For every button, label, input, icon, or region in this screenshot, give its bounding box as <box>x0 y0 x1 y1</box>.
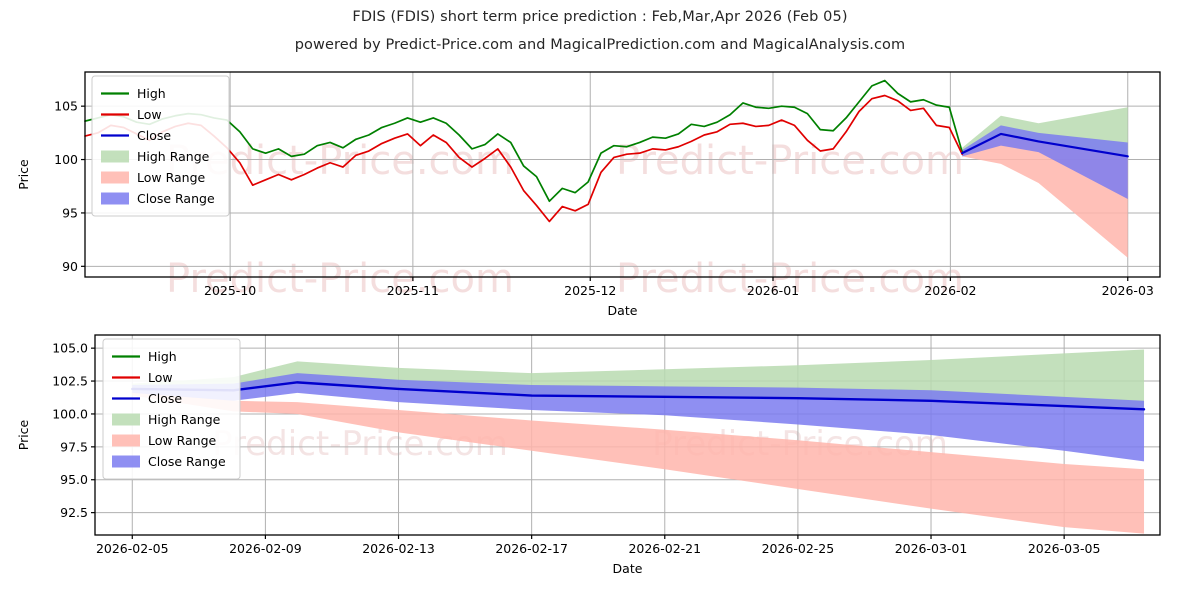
close-line <box>961 132 1129 158</box>
y-tick-label: 97.5 <box>60 439 88 454</box>
x-tick-label: 2025-11 <box>387 283 439 298</box>
legend-item-label: High Range <box>137 149 210 164</box>
close-line <box>131 381 1146 411</box>
x-tick-label: 2026-02-17 <box>495 541 568 556</box>
x-tick-label: 2026-03-05 <box>1028 541 1101 556</box>
y-tick-label: 105.0 <box>52 341 88 356</box>
legend-item-label: Low Range <box>148 433 217 448</box>
axes-frame <box>84 71 1161 278</box>
x-tick-label: 2026-02-05 <box>96 541 169 556</box>
low-line <box>84 94 964 223</box>
legend-swatch-band <box>112 413 140 426</box>
page-title: FDIS (FDIS) short term price prediction … <box>352 9 848 25</box>
x-tick-label: 2025-10 <box>204 283 256 298</box>
axis-ticks: 92.5 95.0 97.5 100.0 102.5 105.0 2026-02-05 202… <box>52 341 1100 556</box>
y-tick-label: 105 <box>54 99 78 114</box>
legend-swatch-band <box>101 171 129 184</box>
legend-item-label: Close Range <box>148 454 226 469</box>
close-range-band <box>962 125 1128 200</box>
legend-swatch-band <box>112 434 140 447</box>
legend-item-label: High Range <box>148 412 221 427</box>
y-tick-label: 92.5 <box>60 505 88 520</box>
forecast-detail-chart-panel: Predict-Price.comPredict-Price.com92.595… <box>0 325 1200 600</box>
high-line <box>84 79 964 203</box>
x-tick-label: 2026-02-25 <box>762 541 835 556</box>
x-tick-label: 2026-02-13 <box>362 541 435 556</box>
legend-item-label: High <box>137 86 166 101</box>
legend-item-label: Close Range <box>137 191 215 206</box>
legend-item-label: Close <box>137 128 171 143</box>
y-axis-label: Price <box>16 159 31 190</box>
y-tick-label: 95 <box>62 205 78 220</box>
axis-ticks: 90 95 100 105 2025-10 2025-11 2025-12 2026-01 20… <box>54 99 1154 298</box>
x-axis-label: Date <box>608 303 638 318</box>
x-tick-label: 2026-03-01 <box>895 541 968 556</box>
x-tick-label: 2025-12 <box>564 283 616 298</box>
y-tick-label: 90 <box>62 259 78 274</box>
plot-border <box>94 334 1161 536</box>
low-range-band <box>132 391 1145 534</box>
x-tick-label: 2026-03 <box>1102 283 1154 298</box>
overview-chart-panel: Predict-Price.com Predict-Price.com Predic… <box>0 62 1200 320</box>
legend-swatch-band <box>112 455 140 468</box>
chart-legend: High Low Close High Range Low Range Close Ran… <box>102 338 241 480</box>
y-tick-label: 100.0 <box>52 406 88 421</box>
y-tick-label: 100 <box>54 152 78 167</box>
legend-item-label: Close <box>148 391 182 406</box>
y-tick-label: 95.0 <box>60 472 88 487</box>
overview-chart-svg: Predict-Price.com Predict-Price.com Predic… <box>16 71 1161 318</box>
x-tick-label: 2026-01 <box>747 283 799 298</box>
watermark-text: Predict-Price.com <box>616 138 964 184</box>
close-range-band <box>132 373 1145 462</box>
y-axis-label: Price <box>16 419 31 450</box>
page-subtitle: powered by Predict-Price.com and Magical… <box>294 37 906 53</box>
legend-swatch-band <box>101 192 129 205</box>
axes-frame <box>94 334 1161 536</box>
x-tick-label: 2026-02-21 <box>628 541 701 556</box>
y-tick-label: 102.5 <box>52 374 88 389</box>
legend-item-label: Low <box>137 107 162 122</box>
legend-item-label: Low Range <box>137 170 206 185</box>
plot-border <box>84 71 1161 278</box>
x-tick-label: 2026-02-09 <box>229 541 302 556</box>
forecast-detail-chart-svg: Predict-Price.comPredict-Price.com92.595… <box>16 334 1161 576</box>
watermark-text: Predict-Price.com <box>616 256 964 302</box>
legend-item-label: Low <box>148 370 173 385</box>
data-layer <box>131 349 1146 534</box>
x-tick-label: 2026-02 <box>924 283 976 298</box>
legend-swatch-band <box>101 150 129 163</box>
watermark-text: Predict-Price.com <box>166 256 514 302</box>
chart-legend: High Low Close High Range Low Range Close Ran… <box>91 75 230 217</box>
x-axis-label: Date <box>613 561 643 576</box>
legend-item-label: High <box>148 349 177 364</box>
data-layer <box>84 79 1129 258</box>
title-block: FDIS (FDIS) short term price prediction … <box>0 0 1200 53</box>
